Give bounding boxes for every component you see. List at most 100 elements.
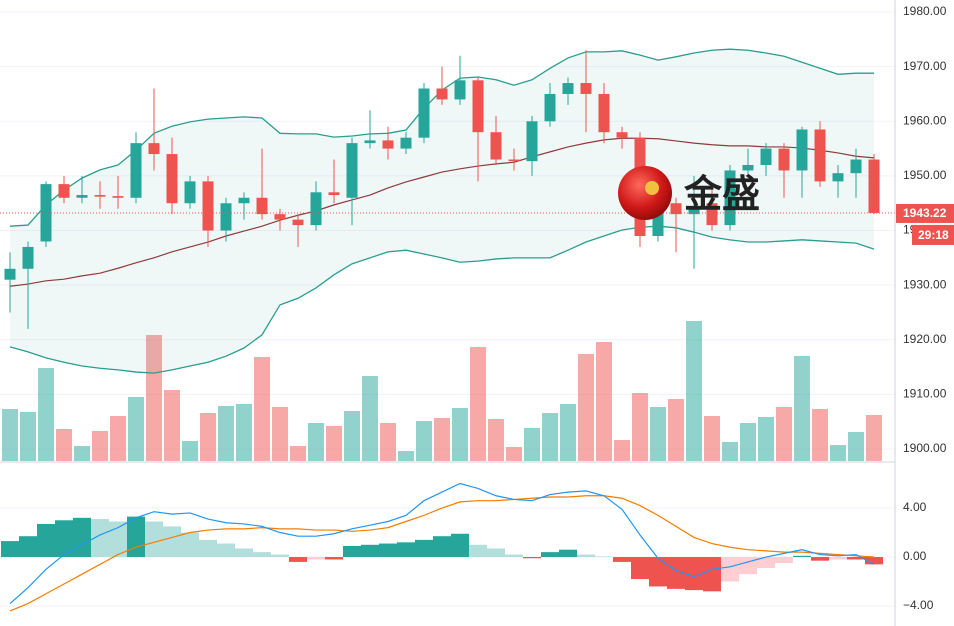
y-tick-label: 1920.00 — [903, 332, 947, 346]
macd-histogram-bar — [523, 557, 541, 559]
candle-body — [670, 203, 682, 215]
macd-histogram-bar — [577, 554, 595, 558]
candle-body — [796, 129, 808, 171]
volume-bar — [848, 432, 864, 461]
candle-body — [184, 181, 196, 204]
volume-bar — [218, 406, 234, 461]
candle-body — [688, 208, 700, 215]
macd-histogram-bar — [847, 557, 865, 560]
candle-body — [868, 159, 880, 213]
macd-histogram-bar — [253, 552, 271, 558]
candle-body — [310, 192, 322, 226]
volume-bar — [686, 321, 702, 461]
macd-histogram-bar — [127, 516, 145, 558]
candle-body — [346, 143, 358, 198]
logo-mark — [618, 166, 672, 220]
volume-bar — [200, 413, 216, 461]
volume-bar — [182, 441, 198, 461]
band-fill — [10, 49, 874, 374]
macd-histogram-bar — [91, 519, 109, 558]
macd-histogram-bar — [541, 552, 559, 558]
candle-body — [760, 148, 772, 165]
volume-bar — [398, 451, 414, 461]
candle-body — [454, 80, 466, 100]
macd-histogram-bar — [667, 557, 685, 589]
candle-body — [4, 268, 16, 280]
y-tick-label: 1910.00 — [903, 387, 947, 401]
volume-bar — [776, 407, 792, 461]
volume-bar — [272, 407, 288, 461]
macd-histogram-bar — [73, 517, 91, 558]
volume-bar — [740, 423, 756, 461]
volume-bar — [20, 412, 36, 461]
volume-bar — [2, 409, 18, 461]
candle-body — [742, 164, 754, 171]
candle-body — [652, 203, 664, 237]
price-axis: 1980.001970.001960.001950.001940.001930.… — [896, 4, 954, 612]
candle-body — [382, 140, 394, 149]
volume-bar — [578, 354, 594, 461]
y-tick-label: 1930.00 — [903, 277, 947, 291]
logo: 金盛 — [618, 166, 760, 220]
volume-bar — [164, 390, 180, 461]
macd-histogram-bar — [379, 543, 397, 558]
candle-body — [598, 93, 610, 133]
candle-body — [544, 93, 556, 122]
y-tick-label: 0.00 — [903, 549, 927, 563]
macd-histogram-bar — [397, 542, 415, 558]
macd-histogram-bar — [343, 546, 361, 558]
macd-histogram-bar — [757, 557, 775, 569]
logo-dot — [645, 181, 659, 195]
volume-bar — [668, 399, 684, 461]
macd-histogram-bar — [721, 557, 739, 582]
volume-bar — [236, 404, 252, 461]
volume-bar — [308, 423, 324, 461]
macd-histogram-bar — [775, 557, 793, 564]
y-tick-label: 1950.00 — [903, 168, 947, 182]
macd-histogram-bar — [829, 557, 847, 560]
volume-bar — [632, 393, 648, 461]
candle-body — [94, 195, 106, 197]
volume-bar — [614, 440, 630, 461]
candle-body — [562, 83, 574, 94]
candle-body — [58, 184, 70, 198]
candle-body — [472, 80, 484, 133]
volume-bar — [704, 416, 720, 461]
macd-histogram-bar — [793, 555, 811, 558]
y-tick-label: 1970.00 — [903, 59, 947, 73]
macd-histogram-bar — [487, 548, 505, 558]
price-tag-label: 1943.22 — [903, 206, 947, 220]
volume-bar — [794, 356, 810, 461]
macd-histogram-bar — [289, 557, 307, 562]
candle-body — [706, 203, 718, 226]
volume-bar — [596, 342, 612, 461]
candle-body — [256, 197, 268, 215]
candle-body — [508, 159, 520, 162]
candle-body — [130, 143, 142, 198]
signal-line — [9, 495, 875, 612]
volume-bar — [542, 413, 558, 461]
volume-bar — [830, 445, 846, 461]
volume-bar — [506, 447, 522, 461]
candle-body — [238, 197, 250, 204]
y-tick-label: 1980.00 — [903, 4, 947, 18]
middle-band — [9, 137, 875, 287]
lower-band — [9, 225, 875, 374]
candle-body — [76, 195, 88, 198]
macd-histogram-bar — [703, 557, 721, 592]
candle-body — [436, 88, 448, 100]
volume-bar — [758, 417, 774, 461]
macd-histogram-bar — [361, 544, 379, 558]
macd-histogram-bar — [613, 557, 631, 562]
macd-histogram-bar — [199, 539, 217, 558]
volume-bar — [560, 404, 576, 461]
macd-histogram-bar — [631, 557, 649, 580]
macd-histogram-bar — [685, 557, 703, 591]
candle-body — [22, 246, 34, 269]
macd-histogram-bar — [469, 544, 487, 558]
volume-bar — [254, 357, 270, 461]
volume-bar — [344, 411, 360, 461]
candle-body — [292, 219, 304, 226]
volume-bar — [470, 347, 486, 461]
